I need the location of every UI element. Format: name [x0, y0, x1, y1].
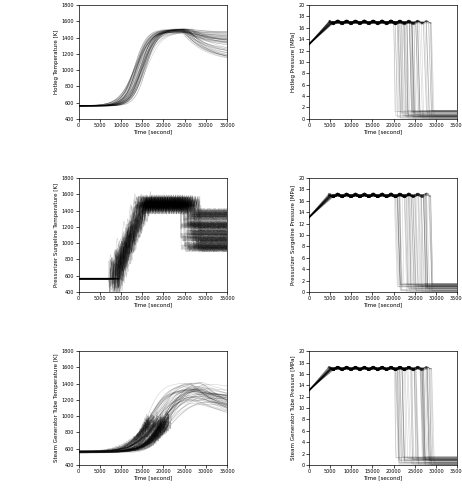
X-axis label: Time [second]: Time [second]	[133, 476, 172, 480]
X-axis label: Time [second]: Time [second]	[133, 302, 172, 308]
X-axis label: Time [second]: Time [second]	[364, 302, 403, 308]
X-axis label: Time [second]: Time [second]	[364, 130, 403, 134]
Y-axis label: Pressurizer Surgeline Temperature [K]: Pressurizer Surgeline Temperature [K]	[54, 183, 59, 287]
Y-axis label: Hotleg Temperature [K]: Hotleg Temperature [K]	[54, 30, 59, 94]
Y-axis label: Hotleg Pressure [MPa]: Hotleg Pressure [MPa]	[291, 32, 296, 92]
Y-axis label: Steam Generator Tube Temperature [K]: Steam Generator Tube Temperature [K]	[54, 354, 59, 463]
Y-axis label: Steam Generator Tube Pressure [MPa]: Steam Generator Tube Pressure [MPa]	[291, 356, 296, 461]
X-axis label: Time [second]: Time [second]	[133, 130, 172, 134]
Y-axis label: Pressurizer Surgeline Pressure [MPa]: Pressurizer Surgeline Pressure [MPa]	[291, 185, 296, 285]
X-axis label: Time [second]: Time [second]	[364, 476, 403, 480]
